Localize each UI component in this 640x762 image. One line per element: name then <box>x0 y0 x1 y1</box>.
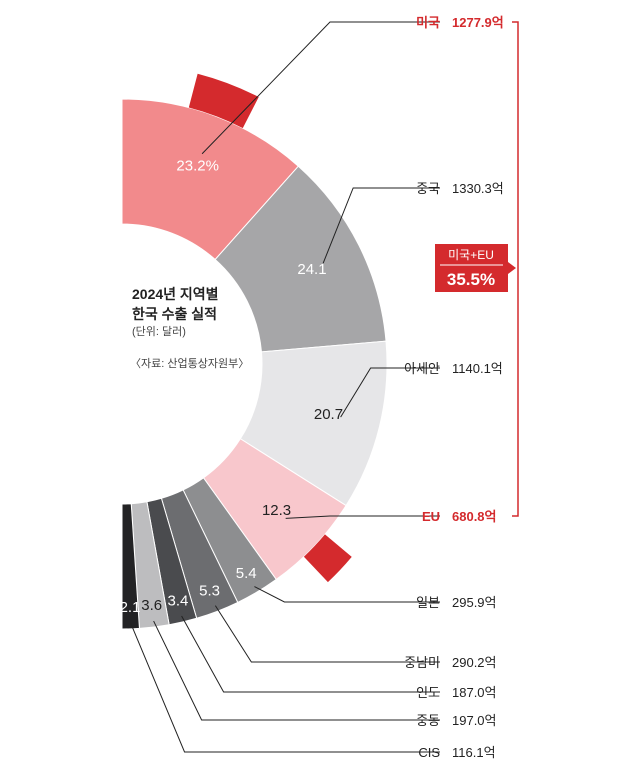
slice-label-us: 23.2% <box>176 157 219 174</box>
leader-us <box>201 21 440 155</box>
region-name-japan: 일본 <box>416 595 440 610</box>
leader-lines <box>130 21 440 753</box>
center-title-line2: 한국 수출 실적 <box>132 306 217 322</box>
slice-label-china: 24.1 <box>297 261 326 278</box>
region-amount-eu: 680.8억 <box>452 509 497 524</box>
highlight-band-us <box>188 73 259 129</box>
region-amount-asean: 1140.1억 <box>452 361 503 376</box>
leader-china <box>322 187 440 264</box>
slice-label-japan: 5.4 <box>236 565 257 582</box>
region-amount-us: 1277.9억 <box>452 15 504 30</box>
slice-labels: 23.2% 24.1 20.7 12.3 5.4 5.3 3.4 3.62.1 <box>120 157 344 615</box>
region-name-asean: 아세안 <box>404 361 440 376</box>
leader-india <box>181 615 440 693</box>
region-name-india: 인도 <box>416 685 440 700</box>
region-amount-japan: 295.9억 <box>452 595 497 610</box>
region-name-cis: CIS <box>418 745 440 760</box>
region-amount-middle-east: 197.0억 <box>452 713 497 728</box>
slice-label-latam: 5.3 <box>199 583 220 600</box>
leader-latam <box>214 605 440 663</box>
region-name-latam: 중남미 <box>404 655 440 670</box>
region-amount-cis: 116.1억 <box>452 745 496 760</box>
badge-arrow-icon <box>508 262 516 274</box>
center-unit: (단위: 달러) <box>132 325 186 338</box>
us-eu-badge: 미국+EU 35.5% <box>435 244 516 292</box>
us-eu-bracket <box>512 21 519 517</box>
center-caption: 2024년 지역별 한국 수출 실적 (단위: 달러) 〈자료: 산업통상자원부… <box>130 286 249 370</box>
center-source: 〈자료: 산업통상자원부〉 <box>130 357 249 370</box>
region-amount-india: 187.0억 <box>452 685 497 700</box>
highlight-bands <box>188 73 352 583</box>
region-amount-china: 1330.3억 <box>452 181 504 196</box>
slice-label-india: 3.4 <box>168 592 189 609</box>
region-amount-latam: 290.2억 <box>452 655 497 670</box>
donut-slices <box>121 98 388 630</box>
highlight-band-eu <box>303 534 352 583</box>
badge-box <box>435 244 508 292</box>
slice-label-eu: 12.3 <box>262 502 291 519</box>
center-title-line1: 2024년 지역별 <box>132 286 219 302</box>
badge-label: 미국+EU <box>448 248 494 262</box>
region-name-eu: EU <box>422 509 440 524</box>
leader-middle-east <box>153 620 440 721</box>
slice-label-asean: 20.7 <box>314 406 343 423</box>
leader-japan <box>254 586 440 603</box>
leader-asean <box>340 367 440 418</box>
bracket-line <box>512 21 519 517</box>
region-name-us: 미국 <box>416 15 440 30</box>
leader-cis <box>130 622 440 753</box>
leader-eu <box>285 515 440 519</box>
region-name-middle-east: 중동 <box>416 713 440 728</box>
slice-label-cis: 2.1 <box>120 599 141 616</box>
slice-label-middle-east: 3.6 <box>141 597 162 614</box>
badge-value: 35.5% <box>447 270 495 289</box>
region-name-china: 중국 <box>416 181 440 196</box>
slice-cis <box>121 503 140 630</box>
